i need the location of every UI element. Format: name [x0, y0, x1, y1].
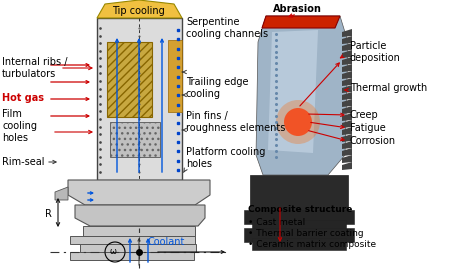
Polygon shape [244, 228, 354, 242]
Text: • Ceramic matrix composite: • Ceramic matrix composite [248, 240, 376, 249]
Polygon shape [252, 238, 346, 250]
Polygon shape [342, 155, 352, 163]
Polygon shape [342, 127, 352, 135]
Polygon shape [342, 106, 352, 114]
Polygon shape [268, 30, 318, 153]
Polygon shape [342, 78, 352, 86]
Polygon shape [342, 134, 352, 142]
Polygon shape [342, 99, 352, 107]
Polygon shape [80, 244, 196, 252]
Polygon shape [75, 205, 205, 226]
Text: Thermal growth: Thermal growth [350, 83, 427, 93]
Polygon shape [68, 180, 210, 205]
Polygon shape [342, 92, 352, 100]
Polygon shape [70, 252, 194, 260]
Polygon shape [342, 120, 352, 128]
Polygon shape [342, 43, 352, 51]
Text: Fatigue: Fatigue [350, 123, 386, 133]
Polygon shape [342, 113, 352, 121]
Text: • Thermal barrier coating: • Thermal barrier coating [248, 229, 364, 238]
Polygon shape [256, 16, 348, 175]
Text: ω: ω [109, 248, 117, 256]
Text: Tip cooling: Tip cooling [111, 6, 164, 16]
Polygon shape [342, 64, 352, 72]
Text: Particle
deposition: Particle deposition [350, 41, 401, 63]
Text: Creep: Creep [350, 110, 379, 120]
Polygon shape [244, 210, 354, 224]
Circle shape [284, 108, 312, 136]
Polygon shape [83, 226, 195, 236]
Polygon shape [342, 36, 352, 44]
Polygon shape [342, 57, 352, 65]
Text: R: R [45, 209, 52, 219]
Text: Pin fins /
roughness elements: Pin fins / roughness elements [186, 111, 285, 133]
Text: Coolant: Coolant [148, 237, 185, 247]
Text: Internal ribs /
turbulators: Internal ribs / turbulators [2, 57, 67, 79]
Polygon shape [342, 148, 352, 156]
Polygon shape [342, 50, 352, 58]
FancyBboxPatch shape [250, 175, 348, 215]
Polygon shape [55, 187, 68, 200]
Circle shape [276, 100, 320, 144]
Text: Trailing edge
cooling: Trailing edge cooling [186, 77, 248, 99]
Polygon shape [97, 0, 182, 18]
Text: Rim-seal: Rim-seal [2, 157, 45, 167]
FancyBboxPatch shape [168, 40, 182, 112]
FancyBboxPatch shape [110, 122, 160, 157]
Text: Serpentine
cooling channels: Serpentine cooling channels [186, 17, 268, 39]
Polygon shape [262, 16, 340, 28]
Text: Abrasion: Abrasion [273, 4, 321, 14]
Polygon shape [70, 236, 195, 244]
Text: Hot gas: Hot gas [2, 93, 44, 103]
Polygon shape [342, 29, 352, 37]
Polygon shape [252, 220, 346, 232]
Text: Composite structure: Composite structure [248, 205, 352, 214]
Polygon shape [342, 141, 352, 149]
FancyBboxPatch shape [107, 42, 152, 117]
Text: • Cast metal: • Cast metal [248, 218, 305, 227]
FancyBboxPatch shape [97, 18, 182, 180]
Polygon shape [342, 85, 352, 93]
Polygon shape [342, 162, 352, 170]
Text: Platform cooling
holes: Platform cooling holes [186, 147, 265, 169]
Text: Film
cooling
holes: Film cooling holes [2, 109, 37, 143]
Polygon shape [342, 71, 352, 79]
Text: Corrosion: Corrosion [350, 136, 396, 146]
